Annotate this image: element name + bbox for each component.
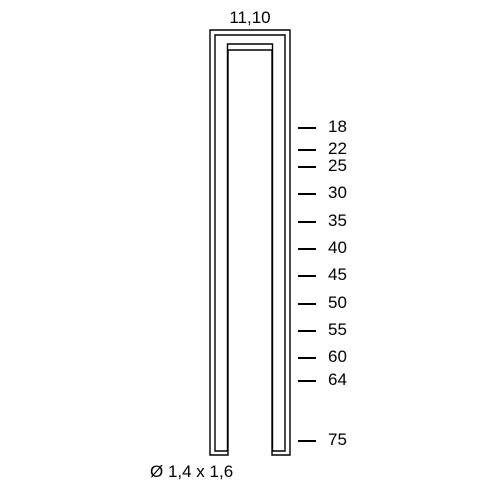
wire-diameter-label: Ø 1,4 x 1,6 bbox=[150, 462, 233, 482]
staple-svg bbox=[0, 0, 500, 500]
staple-outline bbox=[210, 30, 290, 455]
length-tick bbox=[298, 303, 316, 305]
length-tick-label: 18 bbox=[328, 117, 347, 137]
length-tick-label: 50 bbox=[328, 293, 347, 313]
diagram-stage: { "canvas": { "w": 500, "h": 500, "bg": … bbox=[0, 0, 500, 500]
length-tick-label: 30 bbox=[328, 183, 347, 203]
length-tick bbox=[298, 127, 316, 129]
length-tick bbox=[298, 193, 316, 195]
length-tick bbox=[298, 380, 316, 382]
length-tick-label: 45 bbox=[328, 265, 347, 285]
length-tick-label: 40 bbox=[328, 238, 347, 258]
length-tick bbox=[298, 221, 316, 223]
length-tick-label: 55 bbox=[328, 320, 347, 340]
length-tick bbox=[298, 166, 316, 168]
crown-width-label: 11,10 bbox=[0, 8, 500, 28]
length-tick bbox=[298, 149, 316, 151]
length-tick bbox=[298, 440, 316, 442]
length-tick-label: 64 bbox=[328, 370, 347, 390]
length-tick-label: 60 bbox=[328, 347, 347, 367]
length-tick bbox=[298, 248, 316, 250]
length-tick-label: 75 bbox=[328, 430, 347, 450]
length-tick bbox=[298, 330, 316, 332]
length-tick-label: 35 bbox=[328, 211, 347, 231]
length-tick bbox=[298, 357, 316, 359]
length-tick-label: 25 bbox=[328, 156, 347, 176]
length-tick bbox=[298, 275, 316, 277]
